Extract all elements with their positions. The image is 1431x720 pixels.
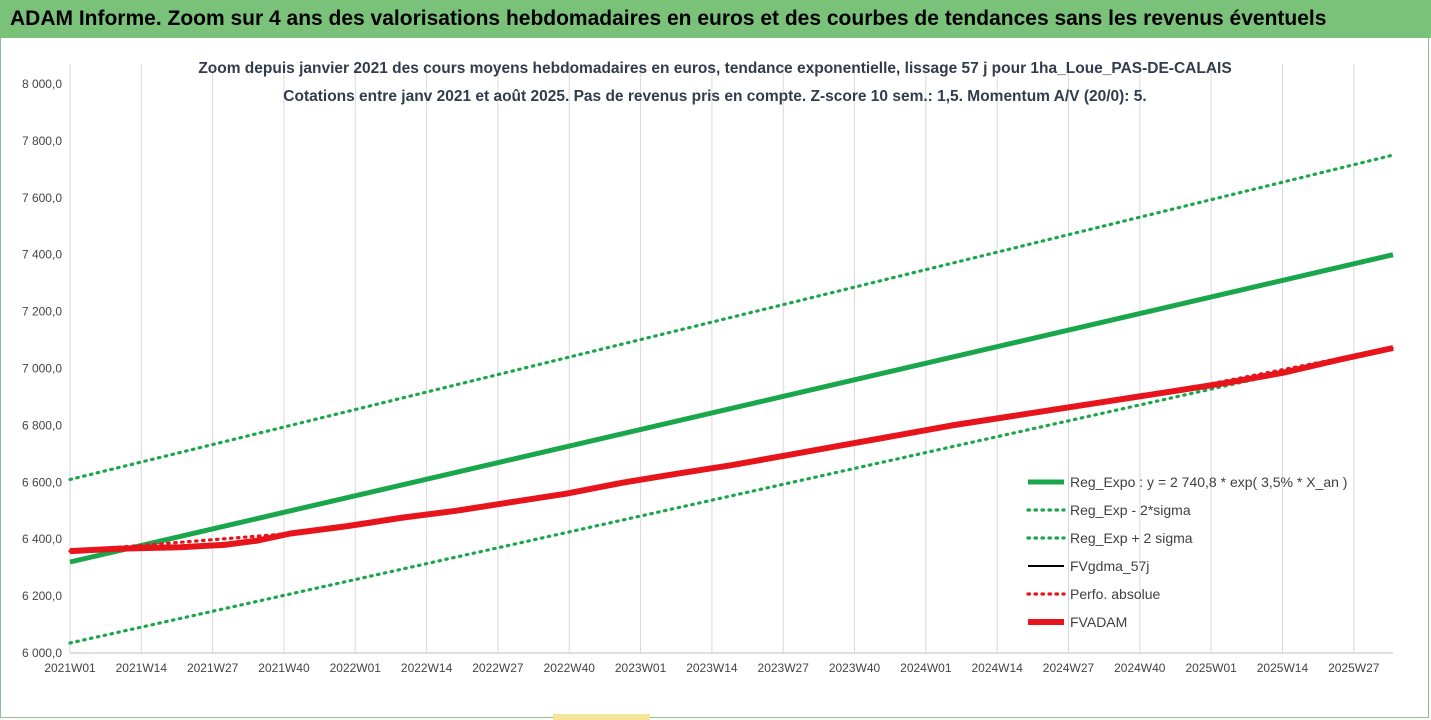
x-axis: 2021W01 2021W14 2021W27 2021W40 2022W01 2022W… <box>44 652 1393 675</box>
y-tick-label: 7 400,0 <box>22 248 62 262</box>
x-tick-label: 2021W01 <box>44 661 96 675</box>
y-tick-label: 6 000,0 <box>22 646 62 660</box>
x-tick-label: 2025W14 <box>1257 661 1309 675</box>
x-tick-label: 2023W01 <box>615 661 667 675</box>
series-line-3 <box>69 347 1394 553</box>
series-line-2 <box>68 153 1395 482</box>
x-tick-label: 2024W14 <box>971 661 1023 675</box>
series-line-1 <box>68 347 1395 645</box>
x-tick-label: 2024W27 <box>1043 661 1095 675</box>
legend-label: Reg_Expo : y = 2 740,8 * exp( 3,5% * X_a… <box>1070 474 1347 490</box>
report-title-banner: ADAM Informe. Zoom sur 4 ans des valoris… <box>0 0 1431 38</box>
chart-subtitle: Cotations entre janv 2021 et août 2025. … <box>283 88 1146 105</box>
series-line-0 <box>69 252 1394 565</box>
y-axis: 6 000,0 6 200,0 6 400,0 6 600,0 6 800,0 7 000… <box>22 77 62 660</box>
x-tick-label: 2023W27 <box>758 661 810 675</box>
chart-title: Zoom depuis janvier 2021 des cours moyen… <box>198 60 1231 77</box>
x-tick-label: 2021W40 <box>258 661 310 675</box>
x-tick-label: 2022W01 <box>330 661 382 675</box>
x-tick-label: 2025W27 <box>1328 661 1380 675</box>
legend-label: FVgdma_57j <box>1070 558 1149 574</box>
x-tick-label: 2024W40 <box>1114 661 1166 675</box>
x-tick-label: 2021W14 <box>116 661 168 675</box>
y-tick-label: 7 800,0 <box>22 134 62 148</box>
series-group <box>68 153 1395 645</box>
y-tick-label: 6 600,0 <box>22 475 62 489</box>
x-tick-label: 2022W27 <box>472 661 524 675</box>
x-tick-label: 2022W14 <box>401 661 453 675</box>
legend-label: Reg_Exp + 2 sigma <box>1070 530 1193 546</box>
sheet-tab-indicator <box>553 714 650 720</box>
series-line-5 <box>69 345 1394 555</box>
legend-label: Perfo. absolue <box>1070 586 1160 602</box>
y-tick-label: 6 400,0 <box>22 532 62 546</box>
chart-grid <box>69 64 1355 653</box>
y-tick-label: 6 200,0 <box>22 589 62 603</box>
x-tick-label: 2022W40 <box>544 661 596 675</box>
chart-legend: Reg_Expo : y = 2 740,8 * exp( 3,5% * X_a… <box>1026 474 1347 630</box>
x-tick-label: 2025W01 <box>1185 661 1237 675</box>
legend-label: FVADAM <box>1070 614 1127 630</box>
x-tick-label: 2023W40 <box>829 661 881 675</box>
y-tick-label: 6 800,0 <box>22 418 62 432</box>
y-tick-label: 7 600,0 <box>22 191 62 205</box>
y-tick-label: 8 000,0 <box>22 77 62 91</box>
chart-area: 6 000,0 6 200,0 6 400,0 6 600,0 6 800,0 7 000… <box>22 60 1395 675</box>
x-tick-label: 2024W01 <box>900 661 952 675</box>
y-tick-label: 7 200,0 <box>22 305 62 319</box>
y-tick-label: 7 000,0 <box>22 362 62 376</box>
x-tick-label: 2021W27 <box>187 661 239 675</box>
x-tick-label: 2023W14 <box>686 661 738 675</box>
series-line-4 <box>68 346 1395 553</box>
legend-label: Reg_Exp - 2*sigma <box>1070 502 1191 518</box>
